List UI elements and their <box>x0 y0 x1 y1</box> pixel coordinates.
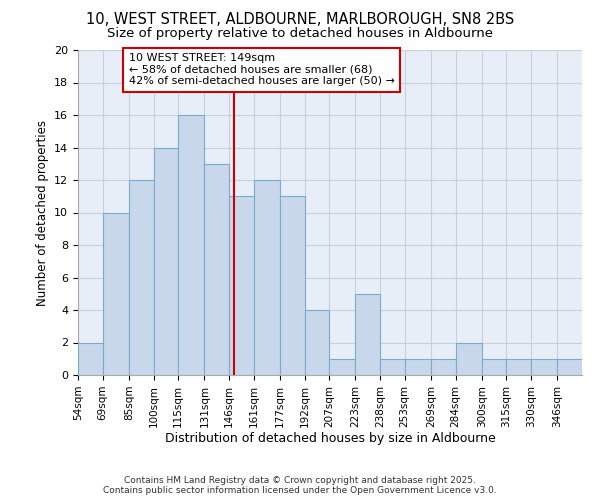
Bar <box>355 294 380 375</box>
Bar <box>229 196 254 375</box>
Bar <box>129 180 154 375</box>
Text: 10, WEST STREET, ALDBOURNE, MARLBOROUGH, SN8 2BS: 10, WEST STREET, ALDBOURNE, MARLBOROUGH,… <box>86 12 514 28</box>
Text: 10 WEST STREET: 149sqm
← 58% of detached houses are smaller (68)
42% of semi-det: 10 WEST STREET: 149sqm ← 58% of detached… <box>129 53 395 86</box>
Bar <box>305 310 329 375</box>
Bar <box>78 342 103 375</box>
Bar <box>280 196 305 375</box>
Bar <box>482 359 506 375</box>
Bar <box>431 359 455 375</box>
Bar <box>557 359 582 375</box>
Bar <box>531 359 557 375</box>
Bar <box>404 359 431 375</box>
Bar <box>506 359 531 375</box>
Bar <box>380 359 404 375</box>
Bar <box>103 212 129 375</box>
Bar <box>205 164 229 375</box>
Text: Size of property relative to detached houses in Aldbourne: Size of property relative to detached ho… <box>107 28 493 40</box>
Bar <box>254 180 280 375</box>
X-axis label: Distribution of detached houses by size in Aldbourne: Distribution of detached houses by size … <box>164 432 496 446</box>
Bar <box>329 359 355 375</box>
Bar <box>154 148 178 375</box>
Text: Contains HM Land Registry data © Crown copyright and database right 2025.
Contai: Contains HM Land Registry data © Crown c… <box>103 476 497 495</box>
Bar <box>455 342 482 375</box>
Y-axis label: Number of detached properties: Number of detached properties <box>35 120 49 306</box>
Bar <box>178 115 205 375</box>
